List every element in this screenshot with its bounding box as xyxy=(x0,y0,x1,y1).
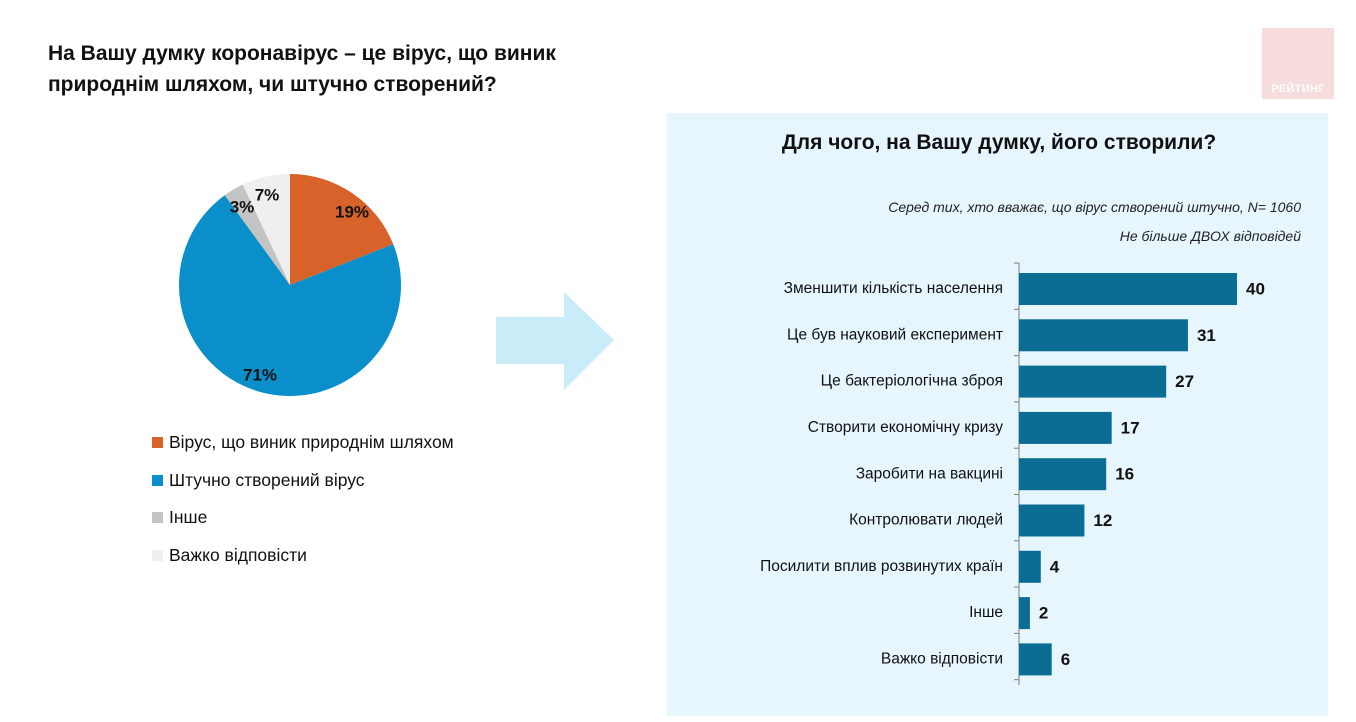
bar-category-label: Заробити на вакцині xyxy=(856,465,1003,482)
bar-chart: Зменшити кількість населення 40 Це був нау… xyxy=(760,262,1265,685)
pie-legend: Вірус, що виник природнім шляхом Штучно … xyxy=(152,424,454,574)
legend-label: Інше xyxy=(169,507,208,528)
legend-label: Важко відповісти xyxy=(169,544,307,565)
legend-label: Вірус, що виник природнім шляхом xyxy=(169,432,454,453)
legend-label: Штучно створений вірус xyxy=(169,469,365,490)
pie-value-label: 71% xyxy=(243,365,277,384)
bar xyxy=(1019,365,1167,398)
bar xyxy=(1019,643,1052,676)
bar-value-label: 12 xyxy=(1093,511,1112,530)
bar-category-label: Це бактеріологічна зброя xyxy=(821,373,1003,390)
bar-category-label: Контролювати людей xyxy=(849,512,1003,529)
bar-category-label: Посилити вплив розвинутих країн xyxy=(760,558,1003,575)
bar-value-label: 40 xyxy=(1246,279,1265,298)
legend-item-artificial: Штучно створений вірус xyxy=(152,462,454,500)
panel-note: Не більше ДВОХ відповідей xyxy=(1119,228,1301,244)
bar-category-label: Це був науковий експеримент xyxy=(787,326,1003,343)
pie-chart: 19% 71% 3%7% xyxy=(179,174,402,397)
bar-category-label: Важко відповісти xyxy=(881,650,1003,667)
bar-value-label: 2 xyxy=(1039,604,1048,623)
bar xyxy=(1019,458,1107,491)
bar-value-label: 6 xyxy=(1061,650,1070,669)
pie-slice xyxy=(224,184,290,285)
bar-category-label: Створити економічну кризу xyxy=(808,419,1003,436)
pie-value-label: 3% xyxy=(230,197,255,216)
panel-title: Для чого, на Вашу думку, його створили? xyxy=(781,131,1217,154)
pie-slice xyxy=(179,195,402,397)
bar xyxy=(1019,550,1041,583)
panel-subtitle: Серед тих, хто вважає, що вірус створени… xyxy=(888,199,1301,215)
pie-value-label: 19% xyxy=(335,202,369,221)
pie-slice xyxy=(242,174,290,285)
bar-value-label: 4 xyxy=(1050,557,1060,576)
bar-category-label: Зменшити кількість населення xyxy=(784,280,1003,297)
main-title: На Вашу думку коронавірус – це вірус, що… xyxy=(48,42,556,96)
bar-value-label: 27 xyxy=(1175,372,1194,391)
logo-text: РЕЙТИНГ xyxy=(1271,83,1325,95)
bar-value-label: 16 xyxy=(1115,465,1134,484)
legend-item-hard-to-say: Важко відповісти xyxy=(152,537,454,575)
legend-swatch xyxy=(152,549,163,561)
bar xyxy=(1019,597,1030,630)
bar xyxy=(1019,273,1237,305)
bar-value-label: 31 xyxy=(1197,326,1216,345)
bar xyxy=(1019,319,1188,352)
reasons-panel: Для чого, на Вашу думку, його створили? … xyxy=(667,113,1328,716)
legend-item-natural: Вірус, що виник природнім шляхом xyxy=(152,424,454,462)
pie-slice xyxy=(290,174,394,285)
rating-logo: РЕЙТИНГ xyxy=(1262,28,1334,99)
legend-swatch xyxy=(152,474,163,486)
legend-swatch xyxy=(152,437,163,449)
bar xyxy=(1019,411,1112,444)
bar xyxy=(1019,504,1085,537)
legend-swatch xyxy=(152,512,163,524)
pie-value-label: 7% xyxy=(255,185,280,204)
arrow-right-icon xyxy=(496,292,614,390)
bar-category-label: Інше xyxy=(969,604,1003,621)
legend-item-other: Інше xyxy=(152,499,454,537)
bar-value-label: 17 xyxy=(1121,418,1140,437)
